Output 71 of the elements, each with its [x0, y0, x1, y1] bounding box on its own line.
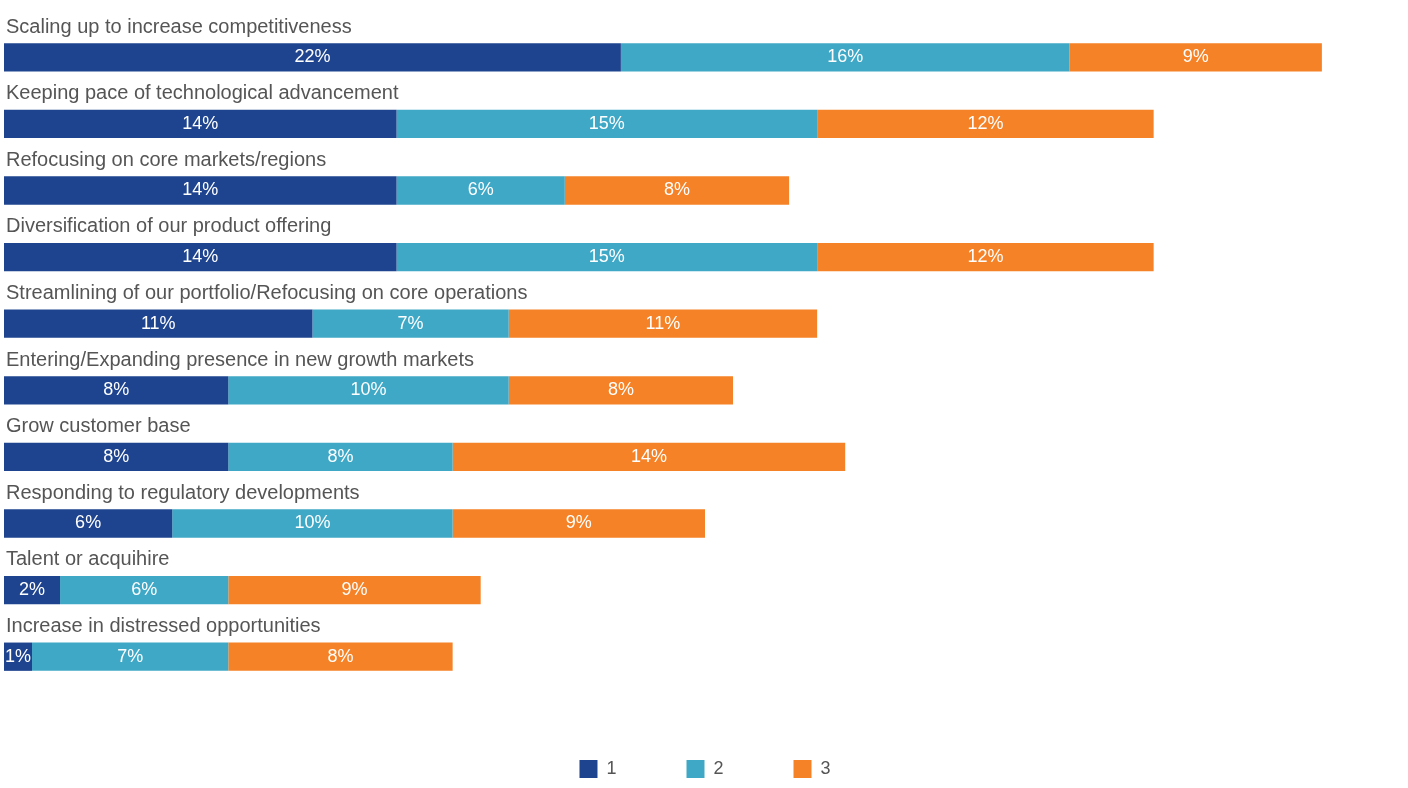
bar [60, 575, 229, 605]
data-label: 14% [182, 246, 219, 267]
data-label: 8% [103, 445, 130, 466]
y-tick-label: Diversification of our product offering [6, 214, 332, 237]
bar [817, 109, 1154, 139]
data-label: 14% [630, 445, 667, 466]
bar [4, 509, 173, 538]
data-label: 8% [663, 179, 690, 200]
y-tick-label: Streamlining of our portfolio/Refocusing on core operations [6, 281, 528, 304]
data-label: 15% [588, 246, 625, 267]
bar [508, 309, 818, 338]
bar [564, 176, 790, 205]
data-label: 11% [645, 312, 681, 333]
bar [4, 176, 397, 205]
bar [4, 442, 229, 472]
y-tick-label: Refocusing on core markets/regions [6, 147, 327, 170]
bar [396, 176, 565, 205]
data-label: 10% [350, 379, 387, 400]
bar [1069, 43, 1322, 72]
legend-label: 2 [713, 757, 724, 778]
bar [4, 109, 397, 139]
data-label: 8% [327, 645, 354, 666]
bar [228, 376, 509, 405]
legend-label: 1 [606, 757, 617, 778]
bar [228, 642, 453, 671]
data-label: 8% [103, 379, 130, 400]
bar [228, 442, 453, 472]
y-tick-label: Responding to regulatory developments [6, 480, 360, 503]
data-label: 6% [467, 179, 494, 200]
bar [4, 309, 313, 338]
y-tick-label: Entering/Expanding presence in new growth markets [6, 347, 475, 370]
data-label: 6% [75, 512, 102, 533]
bar [452, 509, 705, 538]
data-label: 9% [1182, 46, 1209, 67]
y-tick-label: Scaling up to increase competitiveness [6, 14, 352, 37]
bar [508, 376, 734, 405]
data-label: 9% [341, 579, 368, 600]
bar [228, 575, 481, 605]
data-label: 8% [607, 379, 634, 400]
data-label: 7% [397, 312, 424, 333]
bar [172, 509, 453, 538]
data-label: 22% [294, 46, 331, 67]
data-label: 2% [19, 579, 46, 600]
y-tick-label: Increase in distressed opportunities [6, 614, 321, 637]
data-label: 9% [565, 512, 592, 533]
bar [4, 43, 621, 72]
data-label: 16% [827, 46, 864, 67]
data-label: 12% [967, 112, 1004, 133]
bar [312, 309, 509, 338]
data-label: 14% [182, 112, 219, 133]
bar [32, 642, 229, 671]
data-label: 10% [294, 512, 331, 533]
legend-label: 3 [820, 757, 831, 778]
bar [396, 109, 818, 139]
data-label: 1% [5, 645, 32, 666]
data-label: 15% [588, 112, 625, 133]
bar [4, 376, 229, 405]
y-tick-label: Talent or acquihire [6, 547, 170, 570]
data-label: 8% [327, 445, 354, 466]
data-label: 12% [967, 246, 1004, 267]
bar [452, 442, 846, 472]
data-label: 11% [140, 312, 176, 333]
y-tick-label: Keeping pace of technological advancement [6, 81, 399, 104]
bar [817, 242, 1154, 272]
bar [396, 242, 818, 272]
data-label: 14% [182, 179, 219, 200]
bar [4, 242, 397, 272]
data-label: 6% [131, 579, 158, 600]
bar [620, 43, 1070, 72]
data-label: 7% [117, 645, 144, 666]
y-tick-label: Grow customer base [6, 414, 191, 437]
